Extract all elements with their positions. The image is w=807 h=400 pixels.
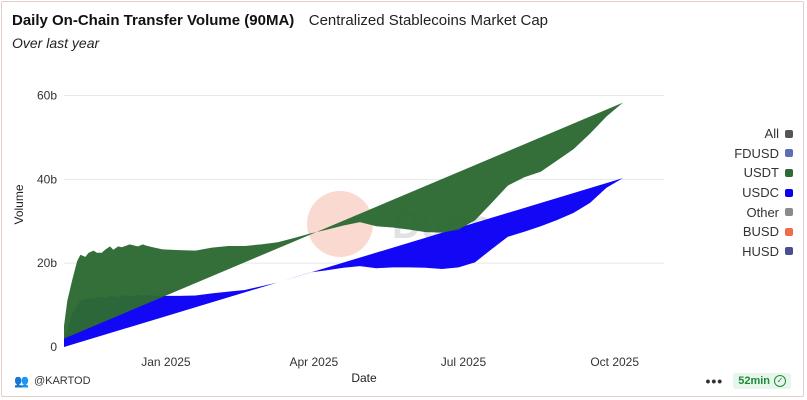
legend-swatch [785,208,793,217]
y-tick-label: 0 [50,340,57,354]
legend-item-fdusd[interactable]: FDUSD [673,144,793,164]
x-tick-label: Jan 2025 [141,355,191,369]
chart-title: Daily On-Chain Transfer Volume (90MA) [12,12,295,29]
legend-item-all[interactable]: All [673,124,793,144]
x-tick-label: Oct 2025 [590,355,639,369]
y-axis-label: Volume [12,184,26,224]
author-handle[interactable]: @KARTOD [33,375,91,387]
legend-item-usdt[interactable]: USDT [673,163,793,183]
x-tick-label: Jul 2025 [441,355,487,369]
legend-item-usdc[interactable]: USDC [673,183,793,203]
legend-label: All [764,126,779,142]
legend-swatch [785,227,793,236]
x-axis-label: Date [351,371,377,385]
footer-actions: ••• 52min ✓ [705,373,791,389]
legend-label: USDC [742,185,779,201]
legend-label: BUSD [742,224,779,240]
legend-item-husd[interactable]: HUSD [673,242,793,262]
chart-subtitle: Over last year [12,35,100,51]
legend-label: USDT [743,165,779,181]
legend-swatch [785,129,793,138]
legend: All FDUSD USDT USDC Other BUSD HUSD [673,124,793,261]
refresh-badge[interactable]: 52min ✓ [733,373,791,389]
tab-market-cap[interactable]: Centralized Stablecoins Market Cap [308,12,549,29]
more-options-icon[interactable]: ••• [705,373,724,389]
legend-label: Other [746,204,779,220]
check-circle-icon: ✓ [774,375,786,387]
refresh-time: 52min [738,375,770,387]
legend-item-other[interactable]: Other [673,202,793,222]
legend-swatch [785,149,793,158]
y-tick-label: 60b [37,89,57,103]
legend-swatch [785,247,793,256]
chart-header: Daily On-Chain Transfer Volume (90MA) Ce… [12,12,548,30]
user-avatar-icon: 👥 [14,374,29,388]
author-attribution[interactable]: 👥 @KARTOD [14,374,91,388]
x-tick-label: Apr 2025 [290,355,339,369]
legend-swatch [785,188,793,197]
legend-label: HUSD [742,243,779,259]
y-tick-label: 40b [37,172,57,186]
area-usdt [64,102,623,339]
area-usdc [64,178,623,347]
legend-label: FDUSD [734,145,779,161]
y-tick-label: 20b [37,256,57,270]
legend-swatch [785,168,793,177]
legend-item-busd[interactable]: BUSD [673,222,793,242]
